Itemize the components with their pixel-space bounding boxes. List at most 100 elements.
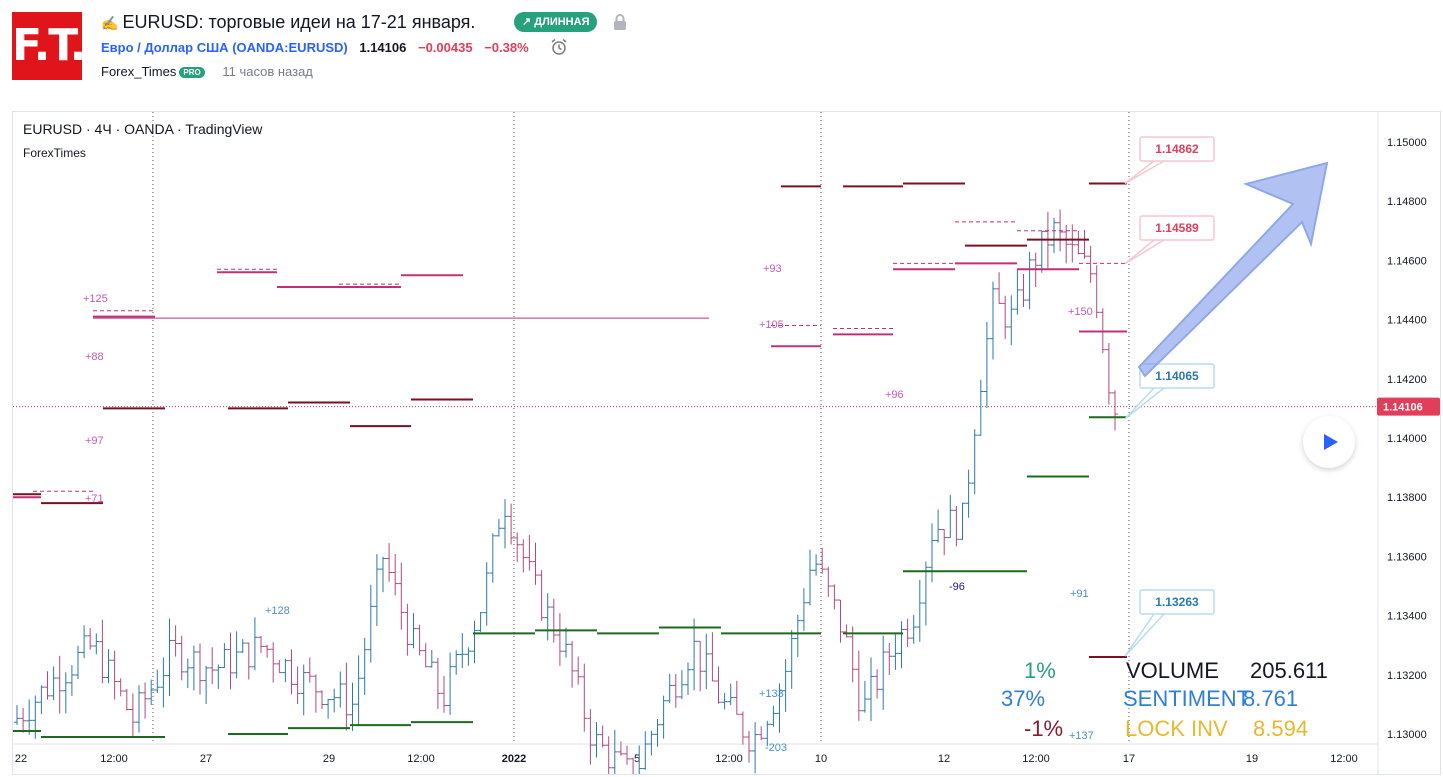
ohlc-bar: [361, 637, 368, 695]
ohlc-bar: [617, 741, 624, 756]
ohlc-bar: [81, 625, 88, 658]
price-tick-label: 1.13400: [1387, 611, 1427, 623]
ohlc-bar: [75, 645, 81, 680]
ohlc-bar: [532, 542, 539, 585]
level-annotation: +125: [83, 293, 108, 305]
time-tick-label: 27: [200, 753, 212, 765]
ohlc-bar: [886, 642, 893, 676]
level-annotation: -203: [765, 742, 787, 754]
level-annotation: +88: [85, 351, 104, 363]
ohlc-bar: [20, 707, 27, 733]
idea-title-text: EURUSD: торговые идеи на 17-21 января.: [122, 12, 476, 32]
ohlc-bar: [630, 757, 634, 774]
ohlc-bar: [404, 603, 411, 656]
author-name-link[interactable]: Forex_Times: [101, 64, 177, 79]
ohlc-bar: [990, 281, 996, 360]
ohlc-bar: [1038, 230, 1045, 273]
callout-box: [1139, 215, 1215, 241]
author-logo[interactable]: F.T.: [12, 12, 86, 80]
ohlc-bar: [764, 720, 771, 747]
ohlc-bar: [312, 674, 319, 713]
ohlc-bar: [197, 643, 203, 695]
time-tick-label: 12:00: [1330, 753, 1358, 765]
ohlc-bar: [672, 673, 679, 708]
ohlc-bar: [715, 666, 722, 704]
sentiment-value: 8.761: [1243, 686, 1299, 711]
callout-price: 1.14065: [1155, 369, 1199, 383]
ohlc-bar: [648, 730, 655, 756]
ohlc-bar: [544, 593, 551, 641]
ohlc-bar: [416, 624, 423, 656]
level-annotation: +105: [759, 319, 784, 331]
price-chart[interactable]: 1.15000 1.14800 1.14600 1.14400 1.14200 1.140…: [12, 111, 1441, 775]
price-tick-label: 1.15000: [1387, 137, 1427, 149]
price-tick-label: 1.14400: [1387, 315, 1427, 327]
ohlc-bar: [166, 618, 173, 696]
ohlc-bar: [349, 682, 356, 731]
ohlc-bar: [1069, 224, 1076, 263]
level-annotation: +71: [85, 493, 104, 505]
ohlc-bar: [678, 670, 685, 700]
ohlc-bar: [996, 272, 1003, 304]
forecast-arrow: [1137, 161, 1329, 378]
ohlc-bar: [727, 683, 734, 706]
last-price-tag-bg: [1377, 397, 1440, 416]
ohlc-bar: [941, 528, 948, 556]
ohlc-bar: [935, 509, 942, 543]
time-tick-label: 29: [323, 753, 335, 765]
ohlc-bar: [1051, 217, 1057, 254]
time-tick-label: 17: [1123, 753, 1135, 765]
ohlc-bar: [129, 693, 136, 738]
ohlc-bar: [38, 685, 45, 715]
ohlc-bar: [221, 643, 228, 669]
ohlc-bar: [819, 547, 826, 574]
ohlc-bar: [788, 630, 795, 689]
play-button[interactable]: [1303, 416, 1355, 468]
chart-canvas[interactable]: 1.15000 1.14800 1.14600 1.14400 1.14200 1.140…: [13, 112, 1441, 775]
symbol-name-link[interactable]: Евро / Доллар США: [101, 40, 229, 55]
ohlc-bar: [306, 657, 313, 683]
ohlc-bar: [99, 619, 106, 684]
ohlc-bar: [227, 632, 234, 690]
ohlc-bar: [868, 657, 874, 722]
ohlc-bar: [50, 666, 57, 701]
ohlc-bar: [26, 699, 33, 735]
ohlc-bar: [892, 634, 899, 670]
ohlc-bar: [398, 562, 405, 630]
idea-header: F.T. ✍ EURUSD: торговые идеи на 17-21 янв…: [0, 0, 1443, 105]
ohlc-bar: [898, 621, 905, 669]
ohlc-bar: [251, 617, 258, 671]
ohlc-bar: [300, 664, 307, 716]
time-tick-label: 22: [15, 753, 27, 765]
pro-badge: PRO: [179, 67, 205, 79]
ohlc-bar: [495, 519, 502, 537]
time-tick-label: 12: [938, 753, 950, 765]
level-annotation: +128: [265, 605, 290, 617]
ohlc-bar: [556, 613, 563, 666]
ohlc-bar: [660, 695, 667, 739]
alarm-clock-icon[interactable]: [550, 38, 568, 56]
ohlc-bar: [849, 626, 856, 683]
ohlc-bar: [87, 628, 94, 650]
ohlc-bar: [270, 642, 277, 683]
ohlc-bar: [62, 672, 69, 714]
ohlc-bar: [685, 662, 691, 695]
ohlc-bar: [526, 535, 533, 571]
ohlc-bar: [746, 730, 752, 763]
level-annotation: +150: [1068, 306, 1093, 318]
time-tick-label: 2022: [502, 753, 526, 765]
symbol-code-link[interactable]: (OANDA:EURUSD): [232, 40, 348, 55]
callout-box: [1139, 136, 1215, 162]
ohlc-bar: [624, 745, 630, 765]
ohlc-bar: [538, 570, 545, 621]
volume-label: VOLUME: [1126, 658, 1219, 683]
ohlc-bar: [611, 729, 618, 774]
ohlc-bar: [922, 561, 929, 626]
callout-box: [1139, 363, 1215, 389]
ohlc-bar: [288, 649, 295, 695]
price-tick-label: 1.14200: [1387, 374, 1427, 386]
ohlc-bar: [477, 612, 484, 632]
ohlc-bar: [111, 650, 118, 700]
ohlc-bar: [977, 379, 984, 436]
level-annotation: +133: [759, 688, 784, 700]
